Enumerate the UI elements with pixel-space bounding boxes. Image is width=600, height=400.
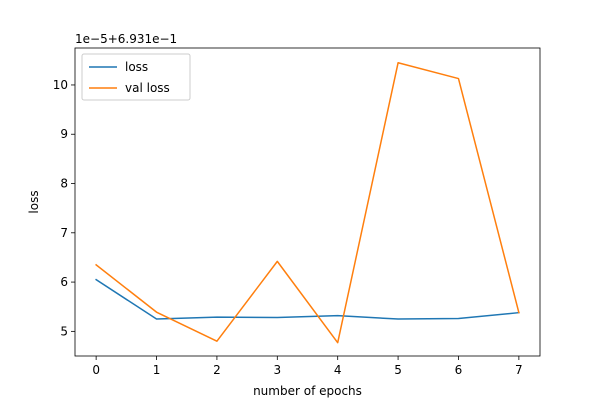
legend: loss val loss: [81, 53, 191, 101]
x-axis: 0 1 2 3 4 5 6 7: [92, 356, 523, 377]
x-tick-label: 6: [455, 363, 463, 377]
series-line-loss: [95, 278, 520, 320]
series-line-val-loss: [95, 62, 520, 344]
x-tick-label: 5: [394, 363, 402, 377]
y-tick-label: 6: [60, 275, 68, 289]
axes-frame: [74, 47, 541, 357]
x-tick-label: 0: [92, 363, 100, 377]
x-tick-label: 3: [273, 363, 281, 377]
x-tick-label: 1: [153, 363, 161, 377]
y-tick-label: 9: [60, 127, 68, 141]
y-tick-label: 7: [60, 226, 68, 240]
y-axis-offset-label: 1e−5+6.931e−1: [75, 32, 177, 46]
legend-label-val-loss: val loss: [125, 81, 170, 95]
series-layer: [95, 62, 520, 344]
x-axis-label: number of epochs: [253, 384, 362, 398]
x-tick-label: 7: [515, 363, 523, 377]
x-tick-label: 4: [334, 363, 342, 377]
x-tick-label: 2: [213, 363, 221, 377]
y-tick-label: 8: [60, 177, 68, 191]
legend-label-loss: loss: [125, 60, 148, 74]
y-axis: 5 6 7 8 9 10: [53, 78, 75, 338]
y-axis-label: loss: [27, 190, 41, 213]
y-tick-label: 10: [53, 78, 68, 92]
y-tick-label: 5: [60, 324, 68, 338]
